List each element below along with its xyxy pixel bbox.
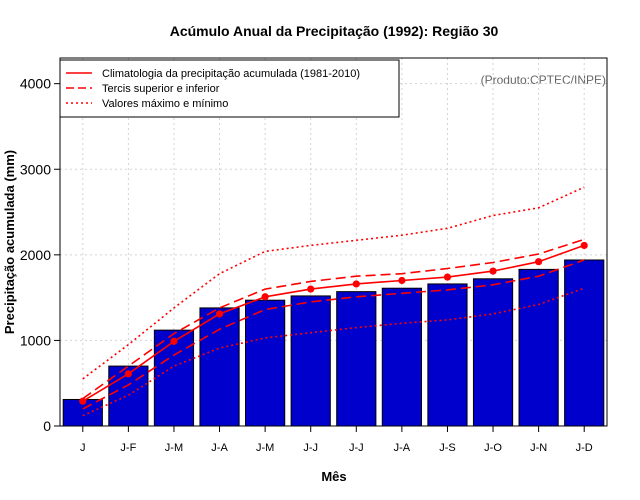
y-tick-label: 0: [43, 418, 51, 434]
legend-label-extremes: Valores máximo e mínimo: [102, 98, 228, 110]
series-0-point-1: [124, 370, 132, 378]
x-tick-label: J-J: [349, 442, 364, 454]
bar-7: [381, 287, 422, 427]
x-tick-label: J-S: [439, 442, 456, 454]
bar-10: [518, 268, 559, 427]
bar-9: [472, 278, 514, 427]
bar-8: [427, 283, 468, 427]
x-tick-label: J-F: [120, 442, 136, 454]
series-0-point-2: [170, 337, 178, 345]
axes: 0 1000 2000 3000 4000 J J-F J-M J-A J-M J-J J-J J-A J…: [20, 57, 608, 454]
legend-label-climatology: Climatologia da precipitação acumulada (…: [102, 68, 360, 80]
series-0-point-6: [352, 280, 360, 288]
credit-text: (Produto:CPTEC/INPE): [481, 73, 606, 87]
x-tick-label: J-D: [576, 442, 593, 454]
series-0-point-11: [580, 241, 588, 250]
bar-4: [245, 299, 286, 427]
lines: [79, 186, 588, 417]
x-tick-label: J-M: [165, 442, 183, 454]
y-tick-label: 3000: [20, 161, 51, 177]
legend: Climatologia da precipitação acumulada (…: [59, 59, 400, 118]
bar-3: [199, 307, 240, 427]
series-0-point-0: [79, 397, 87, 405]
plot-frame: [59, 57, 608, 427]
series-0-point-10: [535, 258, 543, 266]
legend-label-terciles: Tercis superior e inferior: [102, 83, 220, 95]
x-tick-label: J-A: [211, 442, 228, 454]
bars: [62, 259, 605, 427]
y-tick-label: 1000: [20, 332, 51, 348]
y-axis-label: Precipitação acumulada (mm): [2, 150, 17, 334]
y-tick-label: 2000: [20, 247, 51, 263]
series-0-point-3: [215, 310, 224, 318]
chart-title: Acúmulo Anual da Precipitação (1992): Re…: [170, 23, 499, 39]
series-0-point-5: [307, 285, 315, 293]
x-tick-label: J: [80, 442, 86, 454]
bar-6: [336, 291, 377, 427]
legend-box: [59, 59, 400, 118]
series-0-point-9: [489, 267, 497, 275]
x-tick-label: J-M: [256, 442, 274, 454]
series-line-0: [82, 244, 585, 402]
x-tick-label: J-J: [303, 442, 318, 454]
series-line-2: [82, 259, 585, 410]
series-line-1: [82, 238, 585, 400]
series-0-point-7: [398, 276, 406, 285]
bar-11: [564, 259, 605, 427]
bar-5: [290, 295, 331, 427]
series-0-point-8: [443, 273, 452, 281]
y-tick-label: 4000: [20, 76, 51, 92]
series-0-point-4: [261, 293, 269, 301]
x-tick-label: J-O: [484, 442, 502, 454]
series-line-3: [82, 186, 585, 380]
series-line-4: [82, 287, 585, 417]
x-tick-label: J-N: [530, 442, 547, 454]
x-axis-label: Mês: [321, 469, 346, 484]
x-tick-label: J-A: [394, 442, 411, 454]
